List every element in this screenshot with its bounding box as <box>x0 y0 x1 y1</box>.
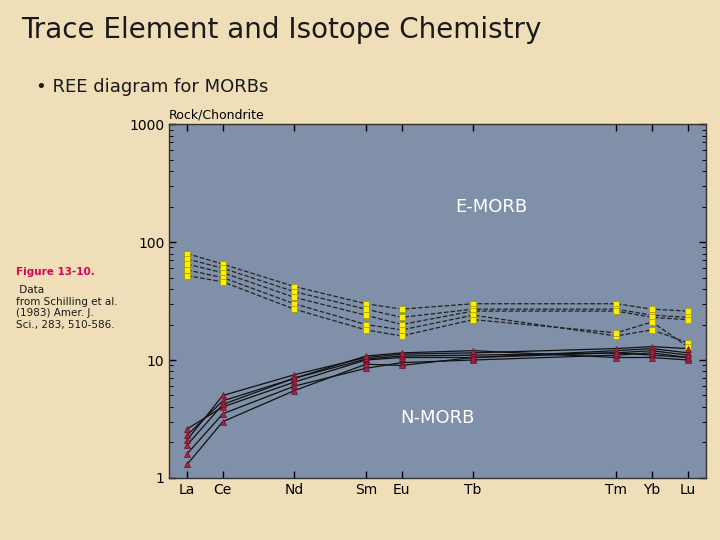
Text: Figure 13-10.: Figure 13-10. <box>16 267 94 278</box>
Text: Rock/Chondrite: Rock/Chondrite <box>169 109 265 122</box>
Text: • REE diagram for MORBs: • REE diagram for MORBs <box>36 78 269 96</box>
Text: E-MORB: E-MORB <box>455 198 527 215</box>
Text: N-MORB: N-MORB <box>400 409 474 427</box>
Text: Data
from Schilling et al.
(1983) Amer. J.
Sci., 283, 510-586.: Data from Schilling et al. (1983) Amer. … <box>16 285 117 330</box>
Text: Trace Element and Isotope Chemistry: Trace Element and Isotope Chemistry <box>22 16 542 44</box>
